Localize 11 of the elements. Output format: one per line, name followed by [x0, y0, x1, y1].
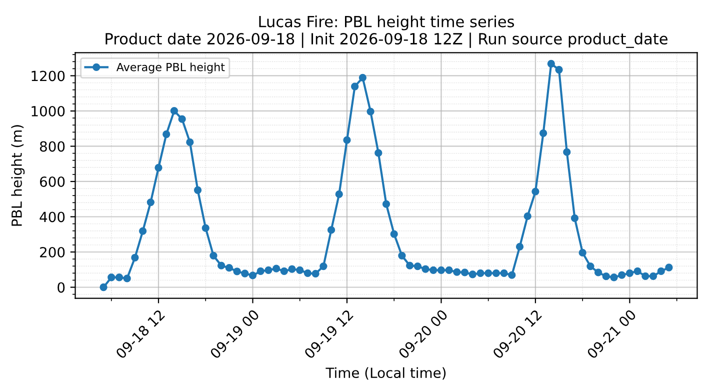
y-tick-label: 0: [58, 282, 65, 293]
y-tick-label: 400: [40, 212, 65, 222]
y-axis-title: PBL height (m): [11, 125, 25, 226]
y-tick-label: 800: [40, 141, 65, 152]
y-tick-label: 1000: [32, 106, 65, 116]
y-tick-label: 200: [40, 246, 65, 258]
y-tick-label: 600: [40, 176, 65, 187]
chart-title: Lucas Fire: PBL height time series Product date 2026-09-18 | Init 2026-09-18 12Z | Run source product_date: [106, 16, 668, 48]
y-tick-label: 1200: [32, 70, 65, 82]
legend-label: Average PBL height: [116, 62, 225, 74]
x-axis-title: Time (Local time): [326, 367, 446, 380]
